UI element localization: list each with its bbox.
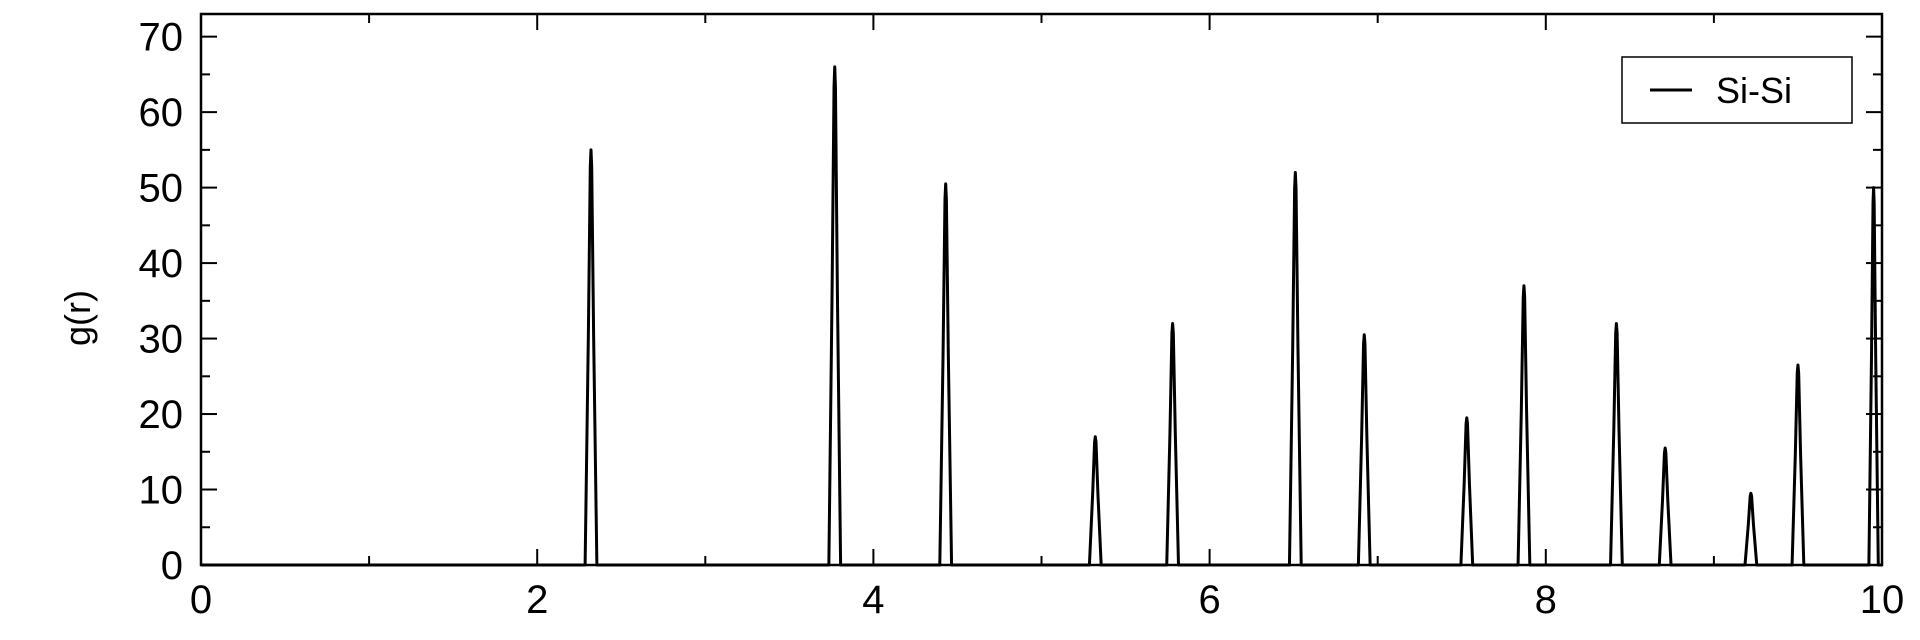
tick-labels: 0 2 4 6 8 10 0 10 20 30 40 50 60 70 (139, 16, 1905, 622)
y-tick-label: 10 (139, 469, 184, 513)
x-tick-label: 8 (1535, 578, 1557, 622)
legend-label-si-si: Si-Si (1716, 70, 1792, 111)
y-tick-label: 50 (139, 167, 184, 211)
legend: Si-Si (1621, 56, 1853, 124)
y-tick-label: 60 (139, 91, 184, 135)
x-tick-label: 4 (862, 578, 884, 622)
series-line-si-si (201, 65, 1882, 567)
x-tick-label: 6 (1198, 578, 1220, 622)
x-tick-label: 0 (190, 578, 212, 622)
x-tick-label: 2 (526, 578, 548, 622)
y-tick-label: 0 (161, 544, 183, 588)
y-axis-title-group: g(r) (57, 290, 98, 346)
y-tick-label: 20 (139, 393, 184, 437)
x-tick-label: 10 (1860, 578, 1905, 622)
y-tick-label: 30 (139, 318, 184, 362)
plot-frame (199, 12, 1884, 567)
y-tick-label: 70 (139, 16, 184, 60)
y-tick-label: 40 (139, 242, 184, 286)
y-axis-title: g(r) (57, 290, 98, 346)
plot-series (201, 65, 1882, 567)
